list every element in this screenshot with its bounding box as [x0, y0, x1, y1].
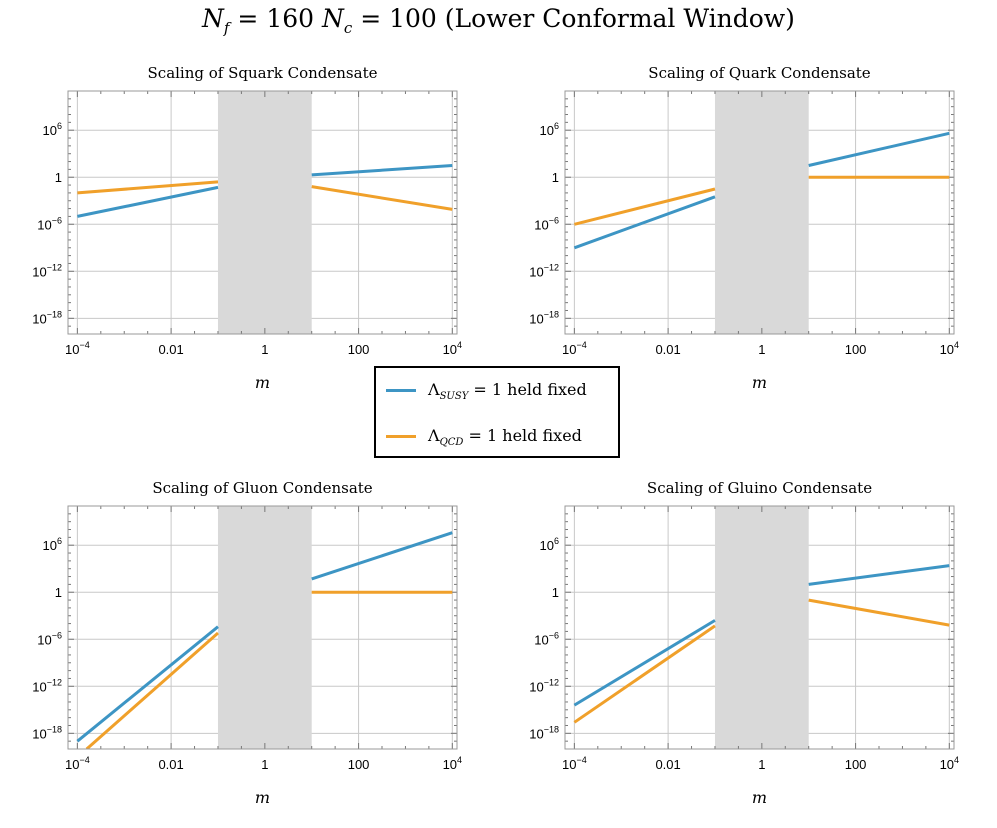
- excluded-region: [714, 506, 809, 749]
- y-tick-label: 10−6: [534, 215, 559, 232]
- series-susy-segment-1: [808, 131, 950, 167]
- series-susy-segment-1: [808, 564, 950, 586]
- legend-sub-susy: SUSY: [439, 391, 469, 403]
- chart-title: Scaling of Gluon Condensate: [152, 479, 372, 497]
- y-tick-label: 10−12: [529, 677, 559, 694]
- x-tick-label: 1: [758, 342, 765, 357]
- y-tick-label: 1: [552, 585, 559, 600]
- y-tick-label: 10−6: [37, 630, 62, 647]
- y-tick-label: 10−12: [32, 677, 62, 694]
- series-qcd-segment-1: [808, 598, 950, 627]
- gluon-condensate-chart: Scaling of Gluon Condensate 10−4 0.01 1 100 1…: [32, 479, 462, 807]
- x-tick-label: 104: [443, 755, 462, 772]
- legend-symbol-susy: Λ: [428, 380, 440, 399]
- series-qcd-segment-0: [574, 187, 716, 226]
- plot-frame: [67, 90, 458, 335]
- x-tick-label: 100: [845, 757, 867, 772]
- title-nf-value: = 160: [229, 4, 322, 33]
- legend-label-qcd: ΛQCD = 1 held fixed: [428, 426, 582, 448]
- plot-frame: [564, 90, 955, 335]
- title-n-symbol-2: N: [322, 4, 344, 33]
- legend-text-susy: = 1 held fixed: [468, 380, 587, 399]
- legend-swatch-qcd: [386, 435, 416, 438]
- x-axis-label: m: [752, 788, 767, 807]
- x-tick-label: 0.01: [655, 757, 680, 772]
- y-tick-label: 106: [540, 121, 559, 138]
- title-suffix: = 100 (Lower Conformal Window): [352, 4, 795, 33]
- y-tick-label: 1: [55, 170, 62, 185]
- x-tick-label: 10−4: [65, 755, 90, 772]
- title-c-subscript: c: [343, 19, 353, 37]
- title-n-symbol: N: [202, 4, 224, 33]
- y-tick-label: 106: [540, 536, 559, 553]
- series-susy-segment-1: [311, 531, 453, 581]
- series-susy-segment-1: [311, 164, 453, 177]
- x-axis-label: m: [752, 373, 767, 392]
- legend-text-qcd: = 1 held fixed: [463, 426, 582, 445]
- excluded-region: [217, 506, 312, 749]
- title-f-subscript: f: [223, 19, 230, 37]
- squark-condensate-chart: Scaling of Squark Condensate 10−4 0.01 1 100…: [32, 64, 462, 392]
- series-susy-segment-0: [573, 195, 716, 250]
- y-tick-label: 10−18: [32, 724, 62, 741]
- series-susy-segment-0: [77, 185, 219, 218]
- x-tick-label: 104: [940, 755, 959, 772]
- legend: ΛSUSY = 1 held fixed ΛQCD = 1 held fixed: [374, 366, 620, 458]
- x-tick-label: 0.01: [158, 342, 183, 357]
- series-qcd-segment-0: [85, 631, 219, 749]
- figure-title: Nf = 160 Nc = 100 (Lower Conformal Windo…: [0, 4, 997, 37]
- y-tick-label: 1: [55, 585, 62, 600]
- gluino-condensate-chart: Scaling of Gluino Condensate 10−4 0.01 1 100…: [529, 479, 959, 807]
- y-tick-label: 10−18: [32, 309, 62, 326]
- legend-swatch-susy: [386, 389, 416, 392]
- x-tick-label: 0.01: [158, 757, 183, 772]
- x-tick-label: 100: [348, 757, 370, 772]
- chart-title: Scaling of Squark Condensate: [148, 64, 378, 82]
- chart-title: Scaling of Gluino Condensate: [647, 479, 872, 497]
- legend-label-susy: ΛSUSY = 1 held fixed: [428, 380, 587, 402]
- x-tick-label: 1: [261, 757, 268, 772]
- y-tick-label: 10−12: [32, 262, 62, 279]
- x-tick-label: 1: [261, 342, 268, 357]
- excluded-region: [217, 91, 312, 334]
- legend-symbol-qcd: Λ: [428, 426, 440, 445]
- y-tick-label: 10−6: [37, 215, 62, 232]
- y-tick-label: 10−18: [529, 724, 559, 741]
- y-tick-label: 106: [43, 121, 62, 138]
- series-qcd-segment-0: [77, 180, 219, 195]
- x-tick-label: 104: [940, 340, 959, 357]
- legend-entry-susy: ΛSUSY = 1 held fixed: [376, 378, 622, 402]
- plot-frame: [564, 505, 955, 750]
- x-axis-label: m: [255, 788, 270, 807]
- x-tick-label: 0.01: [655, 342, 680, 357]
- series-susy-segment-0: [573, 619, 716, 707]
- y-tick-label: 1: [552, 170, 559, 185]
- x-axis-label: m: [255, 373, 270, 392]
- series-qcd-segment-1: [311, 185, 453, 211]
- x-tick-label: 104: [443, 340, 462, 357]
- x-tick-label: 10−4: [65, 340, 90, 357]
- legend-sub-qcd: QCD: [439, 437, 464, 449]
- x-tick-label: 10−4: [562, 755, 587, 772]
- plot-frame: [67, 505, 458, 750]
- excluded-region: [714, 91, 809, 334]
- series-qcd-segment-0: [573, 624, 716, 724]
- legend-entry-qcd: ΛQCD = 1 held fixed: [376, 424, 622, 448]
- x-tick-label: 100: [348, 342, 370, 357]
- minor-ticks: [565, 90, 954, 335]
- quark-condensate-chart: Scaling of Quark Condensate 10−4 0.01 1 100 1…: [529, 64, 959, 392]
- y-tick-label: 10−12: [529, 262, 559, 279]
- x-tick-label: 10−4: [562, 340, 587, 357]
- series-susy-segment-0: [76, 625, 219, 743]
- chart-title: Scaling of Quark Condensate: [648, 64, 871, 82]
- y-tick-label: 10−18: [529, 309, 559, 326]
- y-tick-label: 10−6: [534, 630, 559, 647]
- x-tick-label: 1: [758, 757, 765, 772]
- x-tick-label: 100: [845, 342, 867, 357]
- y-tick-label: 106: [43, 536, 62, 553]
